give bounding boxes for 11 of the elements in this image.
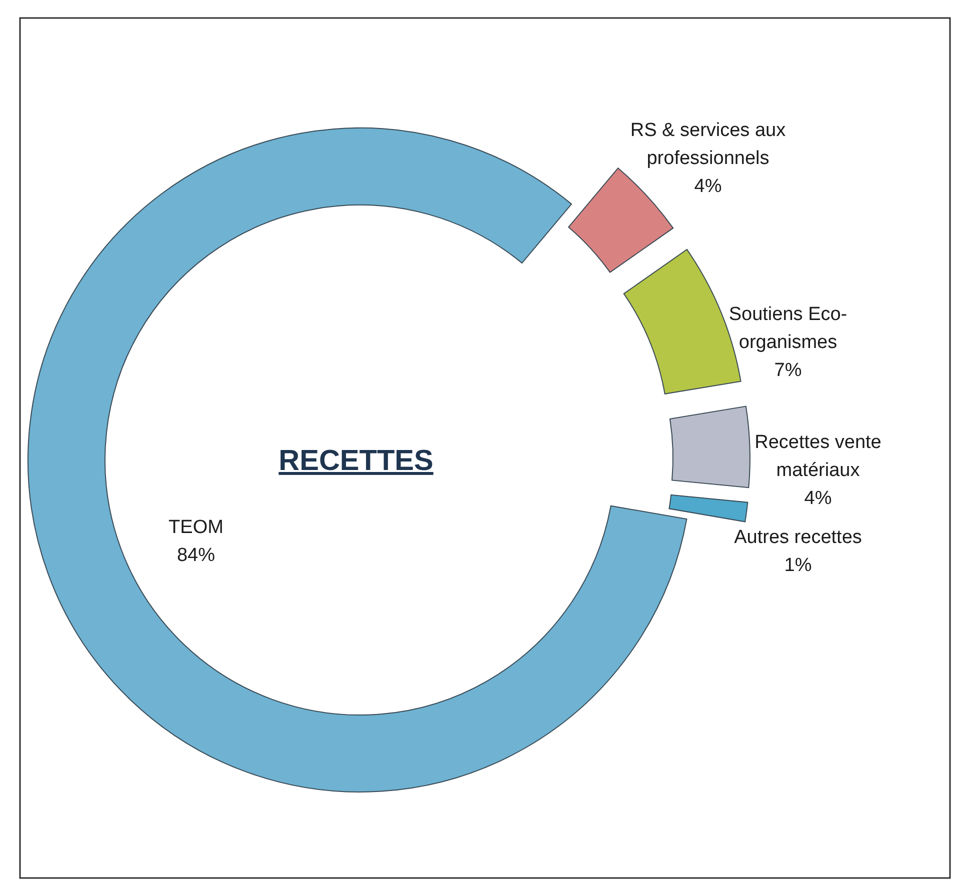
slice-label: TEOM xyxy=(168,517,224,538)
slice-label: Soutiens Eco-organismes xyxy=(728,304,848,353)
data-label: 4% xyxy=(694,176,722,197)
text: RECETTES xyxy=(278,445,434,477)
data-label: 7% xyxy=(774,360,802,381)
data-label: 1% xyxy=(784,555,812,576)
slice-label: RS & services aux professionnels xyxy=(630,120,786,169)
slice-label: Autres recettes xyxy=(734,527,862,548)
data-label: 84% xyxy=(176,545,216,566)
slice-label: Recettes vente matériaux xyxy=(754,432,882,481)
data-label: 4% xyxy=(804,488,832,509)
